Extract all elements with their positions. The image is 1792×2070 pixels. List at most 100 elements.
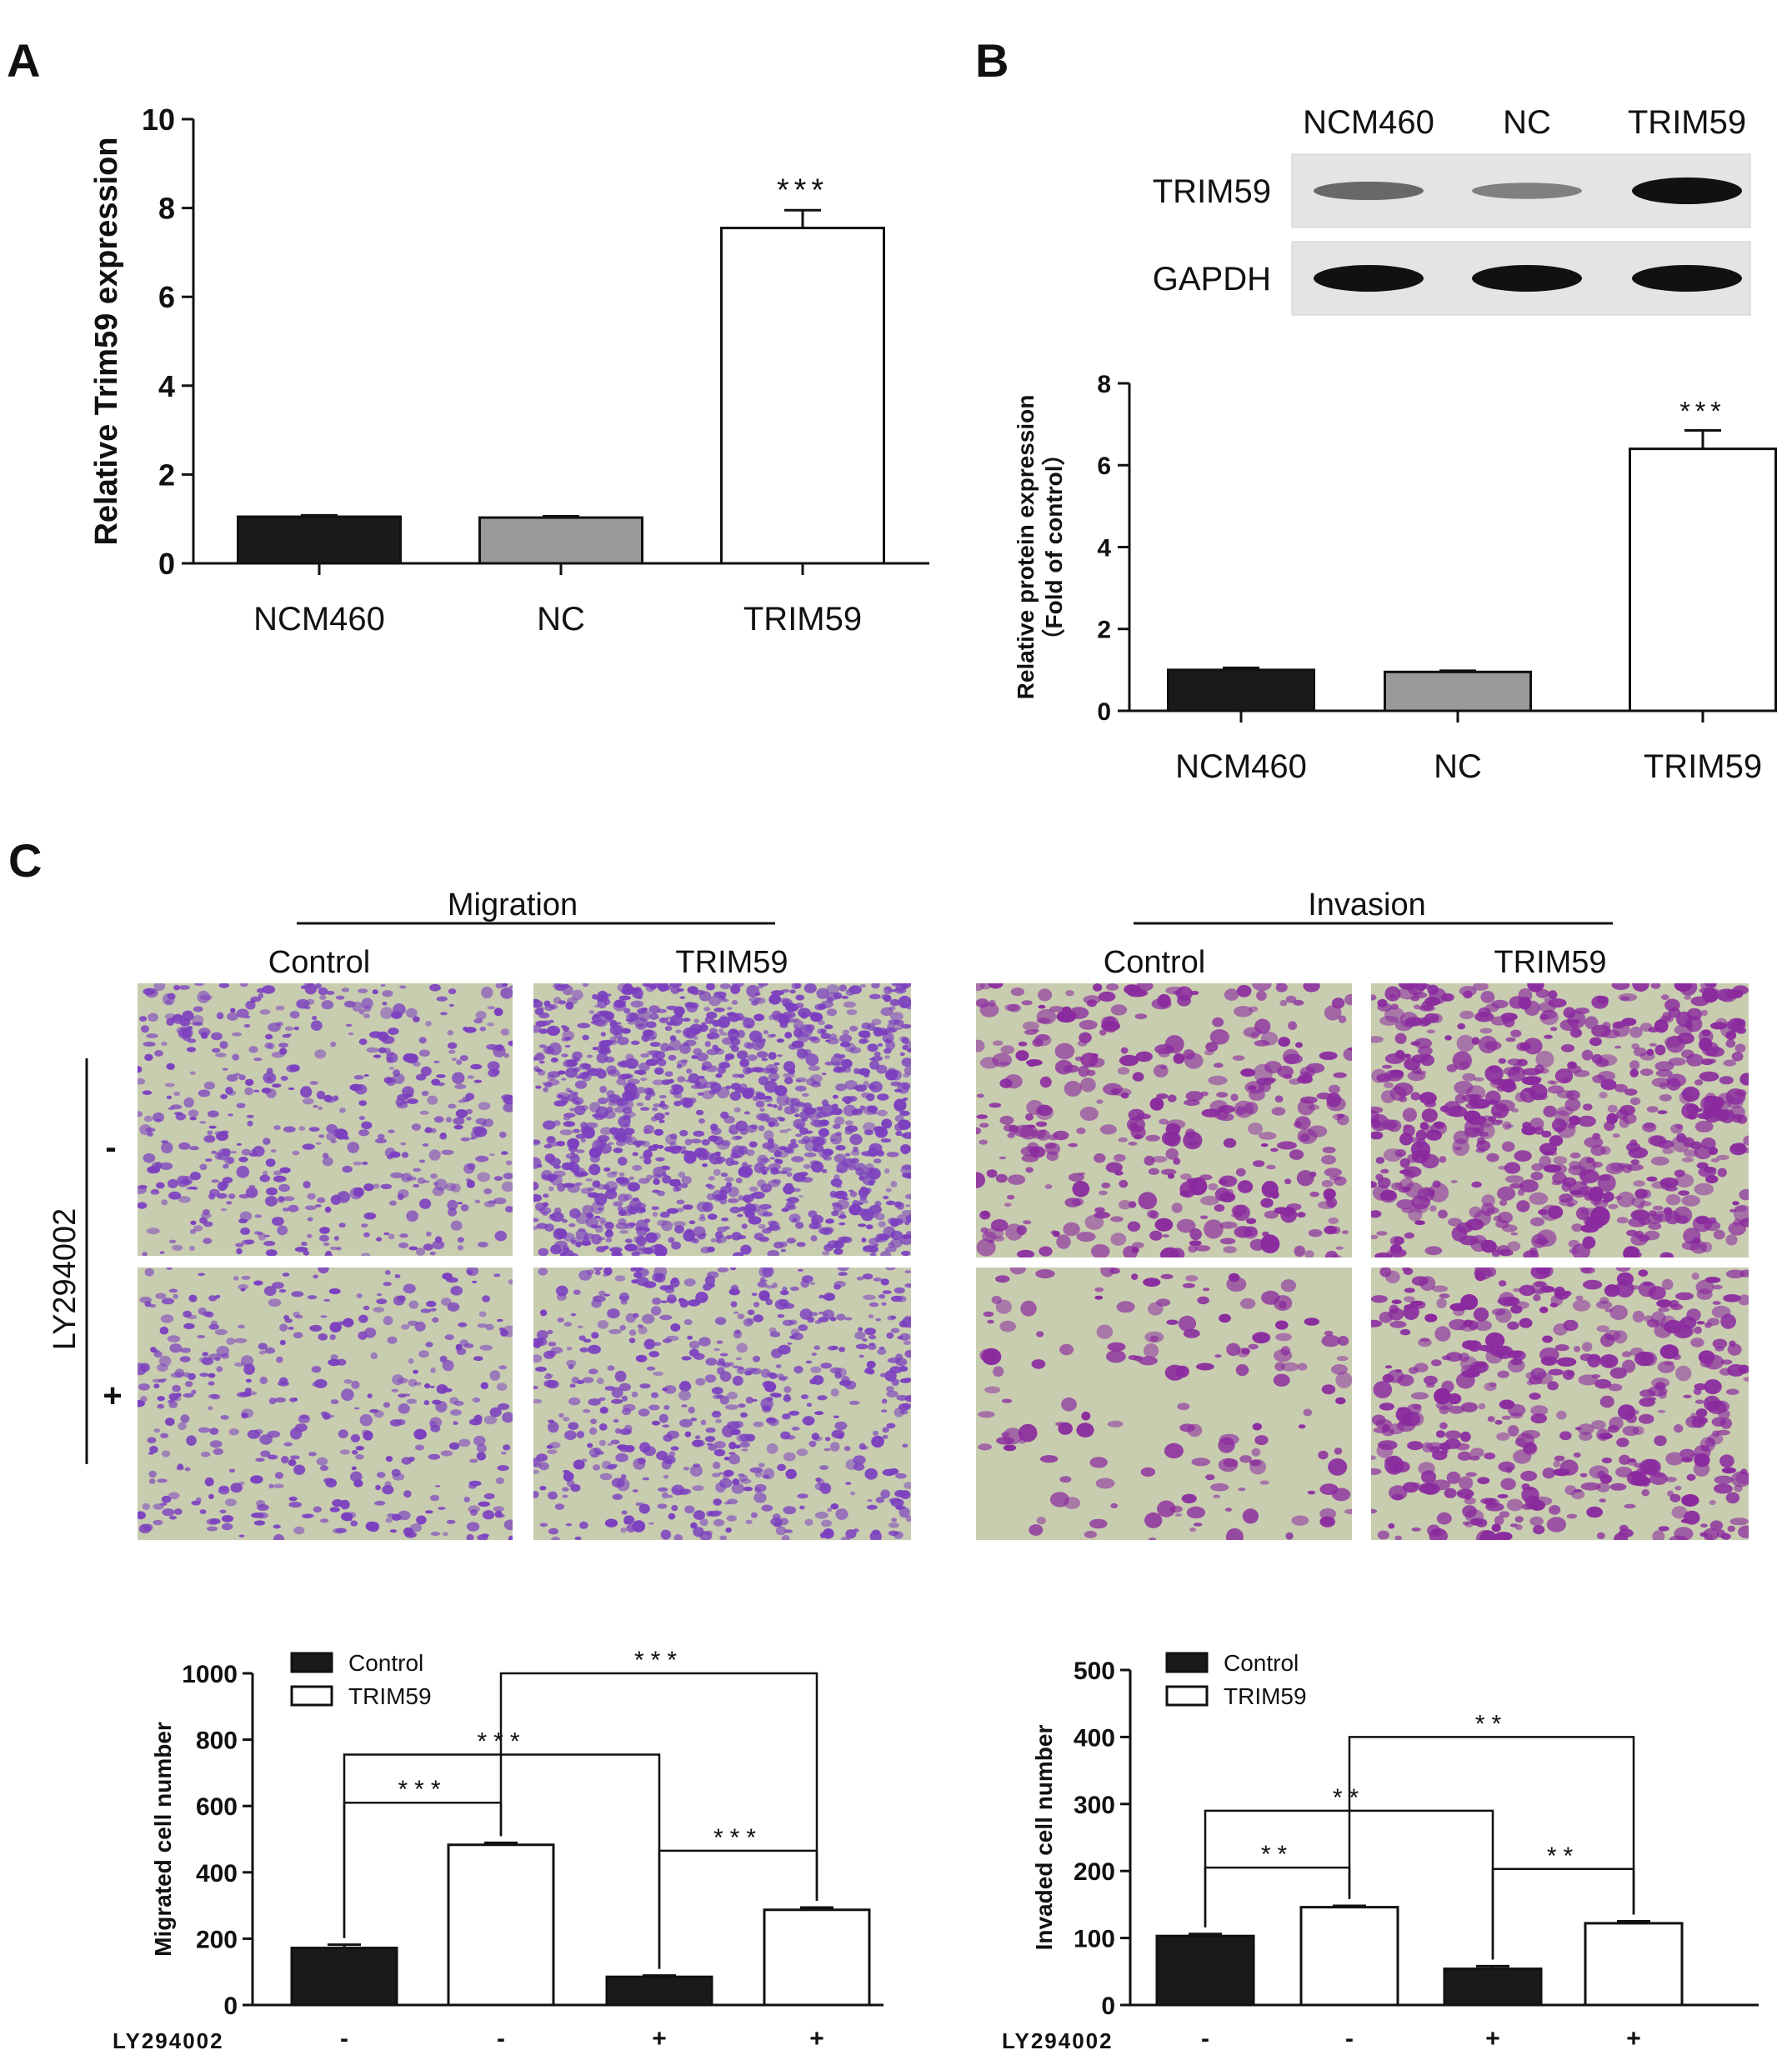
legend-swatch-control — [290, 1652, 333, 1673]
x-category-label: NC — [1434, 748, 1482, 785]
legend-swatch-trim59 — [1165, 1685, 1209, 1707]
column-label: Control — [268, 945, 371, 980]
bar-control — [1443, 1968, 1543, 2007]
y-axis-label-line: （Fold of control） — [1040, 442, 1067, 652]
significance-stars: *** — [634, 1647, 683, 1674]
group-title-migration: Migration — [448, 888, 578, 922]
blot-band — [1314, 265, 1424, 292]
x-category-label: NCM460 — [253, 601, 385, 638]
chart-a-relative-trim59-expression: 0 2 4 6 8 10 Relative Trim59 expression NCM460 N… — [89, 102, 929, 638]
x-treatment-sign: - — [497, 2025, 505, 2052]
blot-band — [1314, 181, 1424, 201]
column-label: Control — [1104, 945, 1206, 980]
x-treatment-sign: - — [1201, 2025, 1209, 2052]
significance-stars: *** — [713, 1824, 763, 1852]
y-tick-label: 2 — [1097, 617, 1111, 644]
panel-letter-c: C — [8, 834, 42, 887]
y-axis-label: Invaded cell number — [1031, 1725, 1057, 1951]
side-label-ly294002: LY294002 — [48, 1208, 83, 1350]
micrograph-migration-trim59-plus — [533, 1268, 911, 1540]
x-treatment-sign: - — [340, 2025, 348, 2052]
significance-stars: *** — [477, 1728, 526, 1756]
micrograph-migration-control-minus — [138, 983, 513, 1256]
x-treatment-sign: - — [1345, 2025, 1354, 2052]
bar-trim59 — [1584, 1922, 1684, 2007]
y-tick-label: 400 — [1074, 1724, 1115, 1752]
significance-stars: *** — [1679, 396, 1725, 426]
blot-lane-label: NCM460 — [1303, 104, 1434, 141]
y-tick-label: 6 — [1097, 452, 1111, 480]
significance-stars: *** — [777, 172, 828, 208]
bar-nc — [478, 516, 643, 565]
micrograph-invasion-trim59-minus — [1371, 983, 1749, 1258]
y-tick-label: 200 — [196, 1926, 238, 1953]
micrograph-labels: Migration Invasion Control TRIM59 Control TRI… — [48, 888, 1613, 1464]
panel-letter-b: B — [975, 34, 1009, 87]
y-tick-label: 200 — [1074, 1858, 1115, 1886]
chart-b-relative-protein-expression: 0 2 4 6 8 Relative protein expression （Fold of… — [1013, 371, 1777, 785]
blot-band — [1632, 265, 1742, 292]
y-tick-label: 4 — [158, 369, 175, 403]
row-label-plus: + — [103, 1378, 122, 1414]
blot-lane-label: NC — [1503, 104, 1551, 141]
western-blot: NCM460 NC TRIM59 TRIM59 GAPDH — [1153, 104, 1751, 316]
chart-c-invaded-cell-number: 0 100 200 300 400 500 Invaded cell number Contr… — [1002, 1650, 1759, 2053]
blot-lane-label: TRIM59 — [1628, 104, 1746, 141]
x-treatment-sign: + — [652, 2025, 667, 2052]
y-tick-label: 0 — [158, 547, 175, 581]
x-treatment-sign: + — [1626, 2025, 1641, 2052]
bar-nc — [1384, 670, 1532, 712]
legend-swatch-trim59 — [290, 1685, 333, 1707]
blot-row-label: GAPDH — [1153, 261, 1271, 298]
significance-stars: ** — [1333, 1784, 1365, 1812]
legend-label-control: Control — [1224, 1650, 1299, 1676]
y-tick-label: 1000 — [182, 1661, 238, 1688]
blot-band — [1472, 182, 1582, 199]
y-tick-label: 100 — [1074, 1926, 1115, 1953]
micrograph-invasion-trim59-plus — [1371, 1268, 1749, 1540]
y-tick-label: 2 — [158, 458, 175, 492]
bar-ncm460 — [1167, 668, 1315, 712]
y-tick-label: 0 — [1097, 698, 1111, 726]
significance-stars: ** — [1547, 1842, 1579, 1870]
blot-band — [1472, 265, 1582, 292]
micrograph-migration-trim59-minus — [533, 983, 911, 1256]
panel-letter-a: A — [7, 34, 40, 87]
legend-label-trim59: TRIM59 — [1224, 1683, 1307, 1709]
row-label-minus: - — [105, 1129, 116, 1166]
bar-trim59 — [1629, 448, 1777, 712]
x-treatment-sign: + — [1485, 2025, 1500, 2052]
significance-stars: ** — [1475, 1710, 1508, 1738]
significance-stars: ** — [1261, 1841, 1294, 1868]
x-axis-label: LY294002 — [1002, 2028, 1114, 2053]
bar-trim59 — [720, 227, 885, 565]
blot-band — [1632, 178, 1742, 204]
bar-trim59 — [763, 1908, 871, 2007]
y-tick-label: 8 — [158, 192, 175, 226]
column-label: TRIM59 — [1494, 945, 1606, 980]
bar-control — [1155, 1934, 1255, 2007]
y-tick-label: 4 — [1097, 534, 1111, 562]
bar-control — [605, 1975, 713, 2007]
x-axis-label: LY294002 — [113, 2028, 224, 2053]
micrograph-migration-control-plus — [138, 1268, 513, 1540]
column-label: TRIM59 — [675, 945, 788, 980]
micrograph-invasion-control-minus — [976, 983, 1352, 1258]
y-tick-label: 600 — [196, 1793, 238, 1821]
y-tick-label: 300 — [1074, 1792, 1115, 1819]
significance-bracket — [1491, 1868, 1635, 1960]
y-tick-label: 400 — [196, 1860, 238, 1888]
bar-ncm460 — [237, 515, 402, 565]
y-axis-label-line: Relative protein expression — [1013, 395, 1039, 700]
legend-label-trim59: TRIM59 — [348, 1683, 432, 1709]
y-axis-label: Relative Trim59 expression — [89, 137, 124, 545]
y-tick-label: 8 — [1097, 371, 1111, 398]
chart-c-migrated-cell-number: 0 200 400 600 800 1000 Migrated cell number Con… — [113, 1647, 883, 2053]
x-treatment-sign: + — [809, 2025, 824, 2052]
x-category-label: NC — [537, 601, 585, 638]
y-axis-label: Migrated cell number — [150, 1722, 176, 1957]
significance-stars: *** — [398, 1776, 447, 1803]
legend-label-control: Control — [348, 1650, 423, 1676]
legend-swatch-control — [1165, 1652, 1209, 1673]
